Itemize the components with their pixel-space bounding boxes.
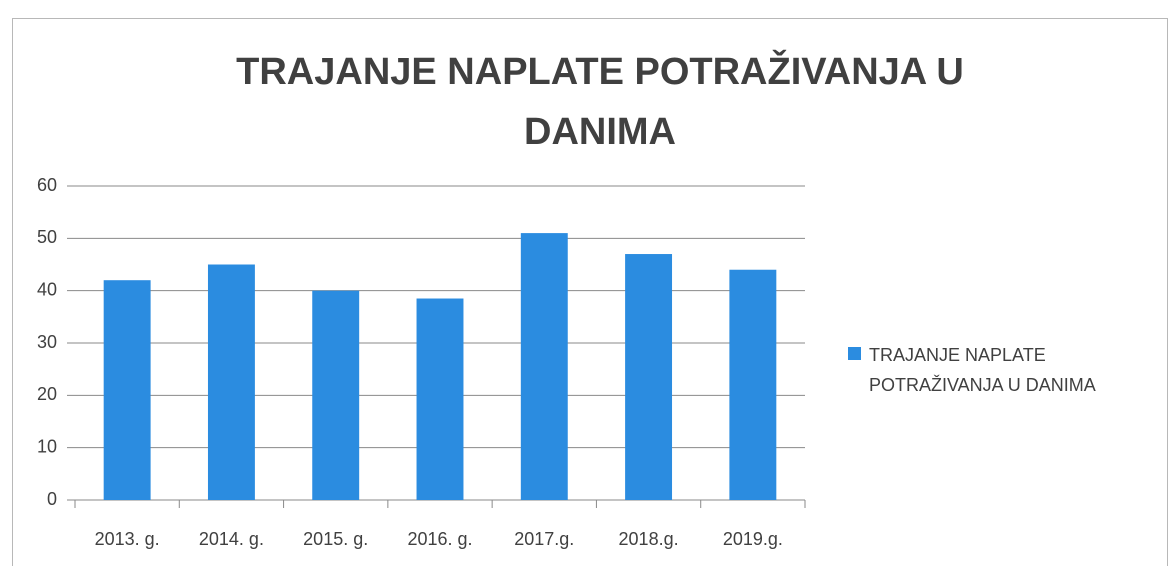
y-tick-label: 50 <box>37 227 57 247</box>
bar <box>520 233 568 500</box>
y-tick-label: 10 <box>37 436 57 456</box>
bar <box>416 298 464 500</box>
y-tick-label: 40 <box>37 279 57 299</box>
x-tick-label: 2017.g. <box>514 529 574 549</box>
legend-swatch <box>848 347 861 360</box>
x-tick-label: 2016. g. <box>407 529 472 549</box>
y-tick-label: 20 <box>37 384 57 404</box>
bar <box>312 290 360 500</box>
legend: TRAJANJE NAPLATE POTRAŽIVANJA U DANIMA <box>848 340 1148 400</box>
x-tick-label: 2013. g. <box>95 529 160 549</box>
chart-frame <box>12 18 1168 566</box>
x-tick-label: 2019.g. <box>723 529 783 549</box>
x-tick-label: 2018.g. <box>619 529 679 549</box>
chart-title: TRAJANJE NAPLATE POTRAŽIVANJA U DANIMA <box>236 51 964 153</box>
y-tick-label: 0 <box>47 489 57 509</box>
bar <box>207 264 255 500</box>
x-tick-label: 2014. g. <box>199 529 264 549</box>
y-tick-label: 60 <box>37 175 57 195</box>
bar <box>103 280 151 500</box>
x-tick-label: 2015. g. <box>303 529 368 549</box>
bar <box>625 254 673 500</box>
y-tick-label: 30 <box>37 332 57 352</box>
bar <box>729 269 777 500</box>
legend-label: TRAJANJE NAPLATE POTRAŽIVANJA U DANIMA <box>869 345 1096 395</box>
